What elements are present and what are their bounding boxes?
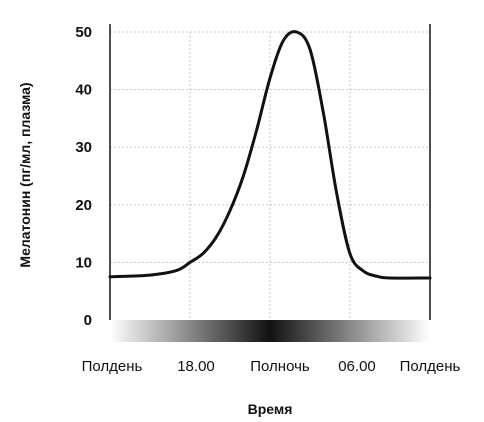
melatonin-line [108, 30, 432, 280]
x-tick-label: 06.00 [338, 358, 376, 375]
x-tick-labels: Полдень 18.00 Полночь 06.00 Полдень [82, 358, 461, 375]
y-tick-label: 20 [75, 197, 92, 214]
y-tick-label: 10 [75, 254, 92, 271]
y-axis-title: Мелатонин (пг/мл, плазма) [17, 82, 33, 267]
x-axis-title: Время [248, 401, 293, 417]
x-tick-label: Полночь [250, 358, 310, 375]
y-tick-labels: 0 10 20 30 40 50 [75, 24, 92, 329]
axes [109, 24, 431, 320]
day-night-gradient-bar [110, 320, 430, 342]
y-tick-label: 0 [84, 312, 92, 329]
x-tick-label: Полдень [400, 358, 461, 375]
x-tick-label: 18.00 [177, 358, 215, 375]
y-tick-label: 30 [75, 139, 92, 156]
y-tick-label: 50 [75, 24, 92, 41]
plot-area [108, 30, 432, 280]
y-tick-label: 40 [75, 82, 92, 99]
x-tick-label: Полдень [82, 358, 143, 375]
